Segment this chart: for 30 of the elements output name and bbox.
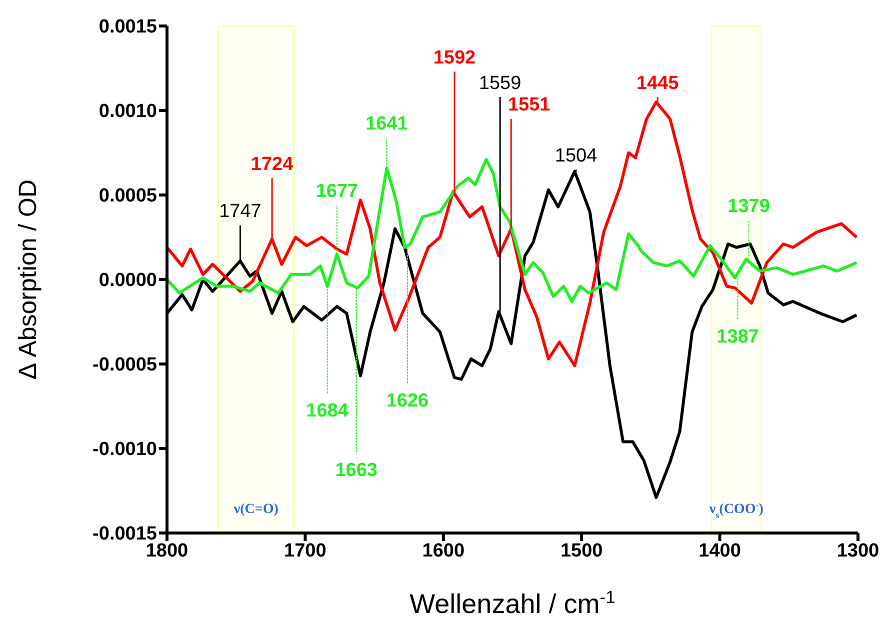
x-axis-title: Wellenzahl / cm$^{-1}$	[410, 587, 616, 619]
annotation: 1663	[335, 460, 378, 481]
y-tick-label: -0.0010	[92, 439, 157, 460]
x-tick-label: 1500	[560, 540, 603, 562]
x-tick-label: 1300	[836, 540, 880, 562]
y-tick-label: 0.0010	[98, 101, 157, 122]
annotation: 1626	[386, 390, 429, 412]
annotation: 1379	[728, 196, 770, 218]
band-label: ν$_{s}$(COO$^{-}$)	[708, 500, 764, 520]
x-tick-label: 1400	[698, 540, 741, 562]
annotation: 1592	[433, 47, 476, 68]
annotation: 1551	[508, 94, 551, 116]
y-tick-label: 0.0015	[98, 16, 158, 38]
annotation: 1387	[716, 326, 759, 348]
annotation: 1445	[636, 72, 680, 94]
x-tick-label: 1800	[146, 540, 188, 562]
annotation: 1724	[250, 154, 294, 175]
annotation: 1684	[306, 400, 349, 422]
annotation: 1504	[554, 145, 598, 166]
band-label: ν(C=O)	[232, 502, 279, 517]
x-tick-label: 1600	[422, 540, 465, 562]
annotation: 1747	[219, 201, 262, 222]
y-tick-label: 0.0005	[98, 186, 158, 207]
y-tick-label: -0.0005	[92, 354, 158, 376]
y-axis-title: Δ Absorption / OD	[14, 179, 42, 380]
annotation: 1559	[478, 72, 522, 94]
x-tick-label: 1700	[284, 540, 326, 562]
annotation: 1641	[366, 113, 408, 134]
y-tick-label: 0.0000	[98, 270, 157, 292]
annotation: 1677	[316, 180, 358, 202]
